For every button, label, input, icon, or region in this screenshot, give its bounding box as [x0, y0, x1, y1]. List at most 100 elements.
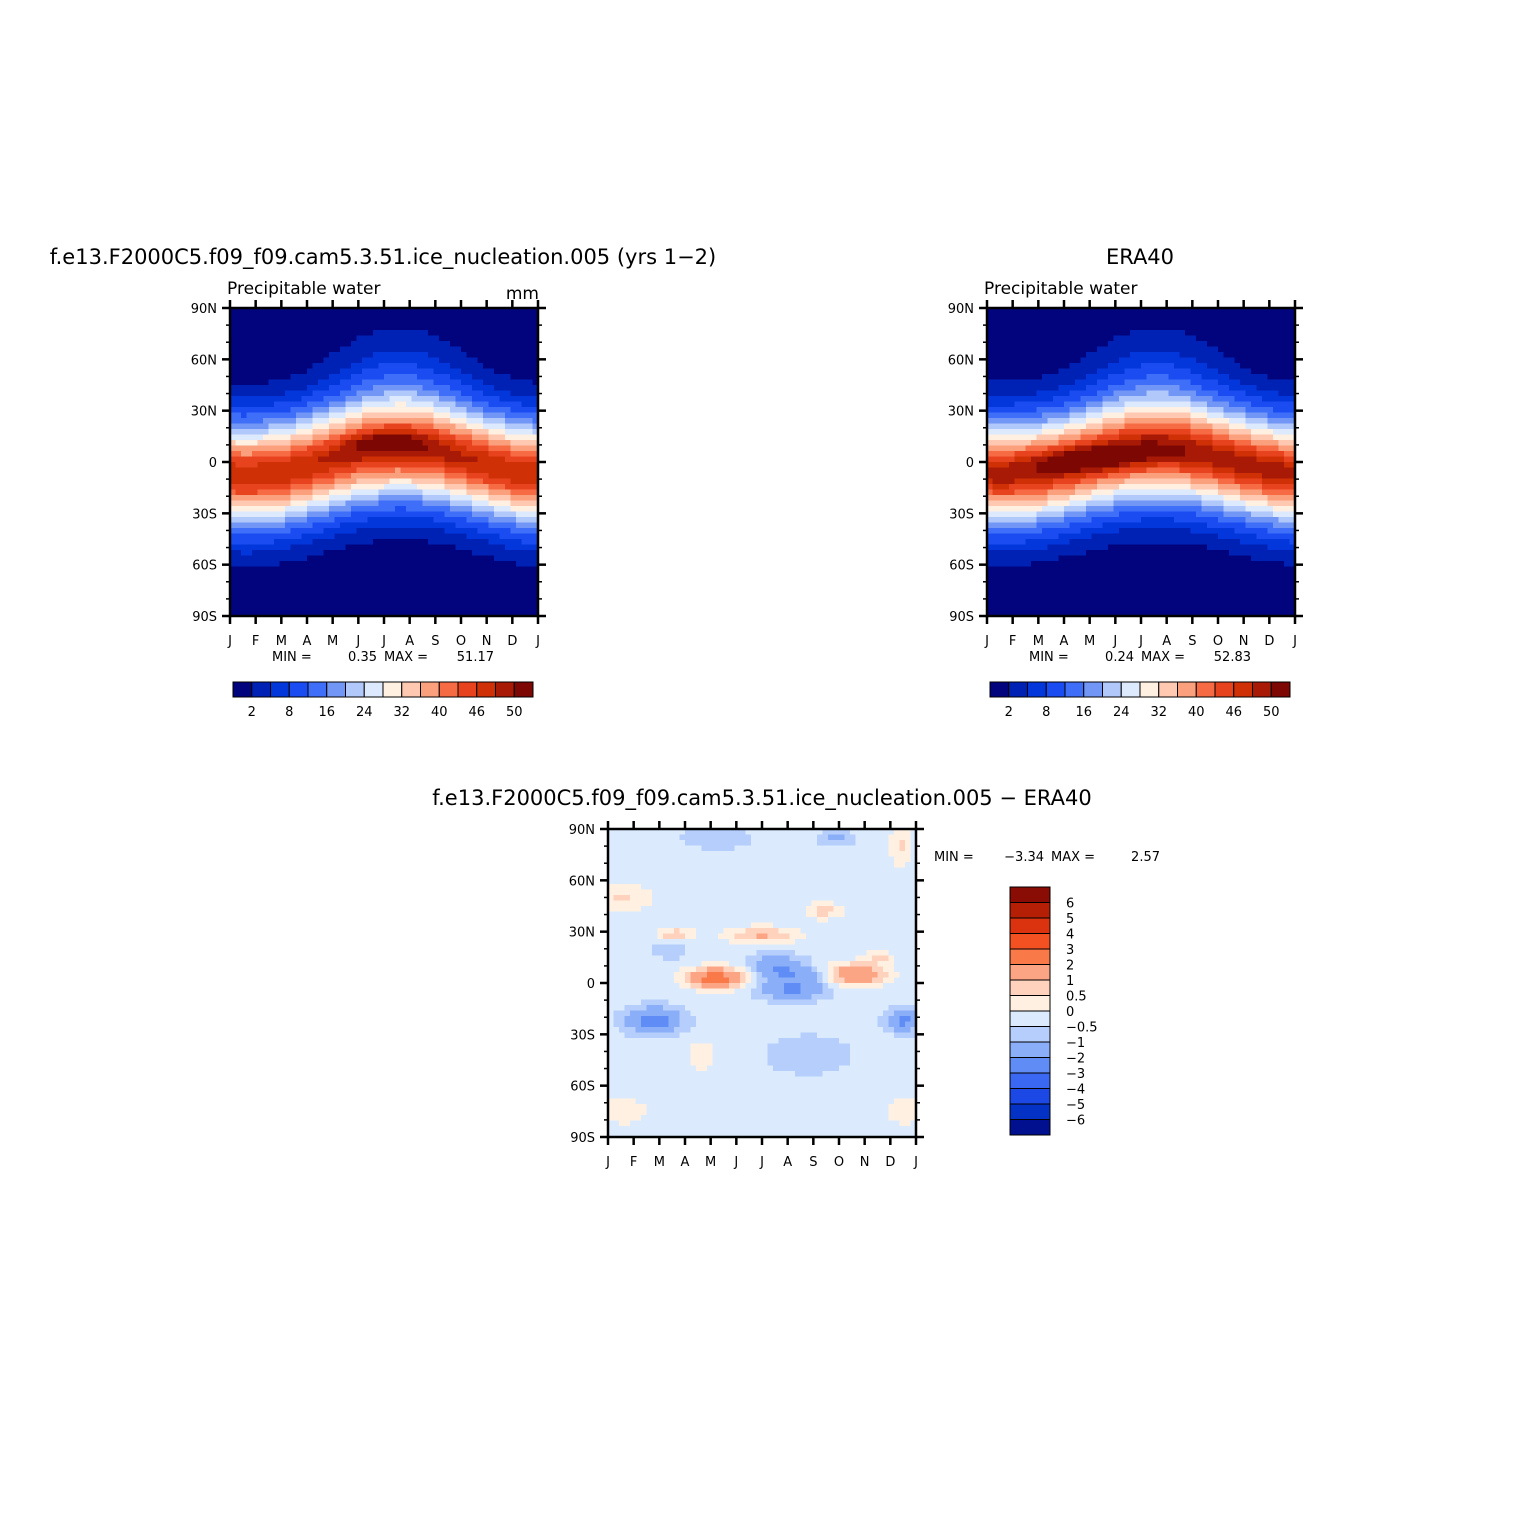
- field-cell: [1234, 429, 1241, 436]
- field-cell: [312, 396, 319, 403]
- field-cell: [1229, 407, 1236, 414]
- field-cell: [351, 506, 358, 513]
- field-cell: [1119, 412, 1126, 419]
- field-cell: [1267, 374, 1274, 381]
- field-cell: [1020, 456, 1027, 463]
- field-cell: [373, 572, 380, 579]
- field-cell: [1284, 363, 1291, 370]
- field-cell: [257, 506, 264, 513]
- field-cell: [1135, 308, 1142, 315]
- field-cell: [285, 407, 292, 414]
- field-cell: [1190, 390, 1197, 397]
- field-cell: [987, 374, 994, 381]
- field-cell: [378, 423, 385, 430]
- field-cell: [1075, 418, 1082, 425]
- field-cell: [351, 605, 358, 612]
- field-cell: [505, 401, 512, 408]
- field-cell: [1009, 445, 1016, 452]
- field-cell: [1245, 313, 1252, 320]
- field-cell: [1141, 467, 1148, 474]
- field-cell: [230, 566, 237, 573]
- field-cell: [532, 445, 538, 452]
- field-cell: [395, 566, 402, 573]
- field-cell: [510, 522, 517, 529]
- field-cell: [483, 522, 490, 529]
- field-cell: [406, 489, 413, 496]
- field-cell: [488, 539, 495, 546]
- field-cell: [257, 434, 264, 441]
- field-cell: [499, 396, 506, 403]
- field-cell: [1278, 330, 1285, 337]
- field-cell: [411, 335, 418, 342]
- field-cell: [1108, 451, 1115, 458]
- field-cell: [477, 429, 484, 436]
- field-cell: [411, 566, 418, 573]
- field-cell: [1009, 379, 1016, 386]
- field-cell: [417, 511, 424, 518]
- field-cell: [257, 522, 264, 529]
- field-cell: [378, 374, 385, 381]
- field-cell: [1207, 412, 1214, 419]
- field-cell: [340, 583, 347, 590]
- field-cell: [998, 456, 1005, 463]
- field-cell: [406, 594, 413, 601]
- field-cell: [422, 363, 429, 370]
- field-cell: [1031, 330, 1038, 337]
- field-cell: [334, 379, 341, 386]
- field-cell: [439, 594, 446, 601]
- field-cell: [494, 357, 501, 364]
- field-cell: [1053, 473, 1060, 480]
- field-cell: [290, 352, 297, 359]
- field-cell: [1267, 352, 1274, 359]
- field-cell: [367, 467, 374, 474]
- field-cell: [461, 346, 468, 353]
- field-cell: [312, 577, 319, 584]
- field-cell: [1152, 308, 1159, 315]
- field-cell: [395, 418, 402, 425]
- field-cell: [301, 368, 308, 375]
- field-cell: [1179, 467, 1186, 474]
- field-cell: [1273, 423, 1280, 430]
- field-cell: [1014, 451, 1021, 458]
- field-cell: [1124, 385, 1131, 392]
- field-cell: [1097, 467, 1104, 474]
- field-cell: [527, 528, 534, 535]
- field-cell: [483, 467, 490, 474]
- field-cell: [450, 561, 457, 568]
- field-cell: [466, 445, 473, 452]
- field-cell: [1163, 467, 1170, 474]
- field-cell: [499, 385, 506, 392]
- field-cell: [312, 517, 319, 524]
- field-cell: [274, 517, 281, 524]
- field-cell: [494, 566, 501, 573]
- field-cell: [1218, 324, 1225, 331]
- field-cell: [356, 429, 363, 436]
- field-cell: [1289, 412, 1295, 419]
- field-cell: [318, 407, 325, 414]
- field-cell: [263, 308, 270, 315]
- colorbar-label: 16: [318, 705, 335, 720]
- field-cell: [1234, 341, 1241, 348]
- field-cell: [362, 517, 369, 524]
- field-cell: [1108, 363, 1115, 370]
- field-cell: [987, 319, 994, 326]
- field-cell: [417, 374, 424, 381]
- field-cell: [1278, 456, 1285, 463]
- field-cell: [406, 401, 413, 408]
- field-cell: [1218, 445, 1225, 452]
- field-cell: [323, 407, 330, 414]
- field-cell: [378, 445, 385, 452]
- field-cell: [992, 412, 999, 419]
- field-cell: [235, 517, 242, 524]
- field-cell: [1278, 396, 1285, 403]
- field-cell: [494, 511, 501, 518]
- field-cell: [1003, 473, 1010, 480]
- field-cell: [461, 489, 468, 496]
- field-cell: [351, 522, 358, 529]
- field-cell: [1278, 346, 1285, 353]
- field-cell: [422, 407, 429, 414]
- field-cell: [1284, 456, 1291, 463]
- field-cell: [263, 401, 270, 408]
- field-cell: [417, 341, 424, 348]
- field-cell: [406, 517, 413, 524]
